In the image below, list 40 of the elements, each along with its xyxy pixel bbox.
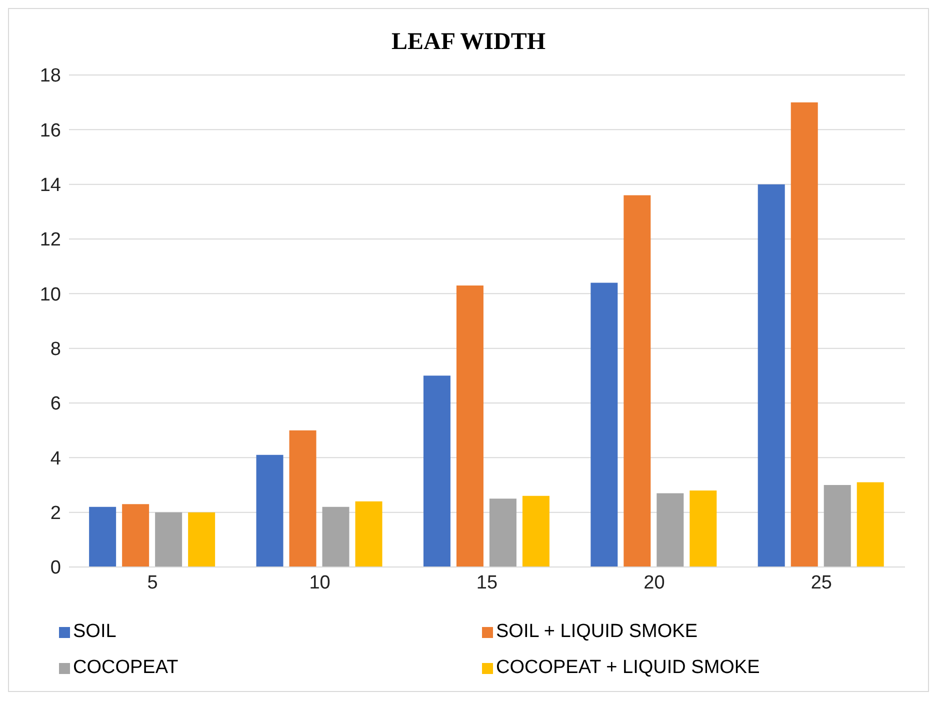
y-tick-label: 0 (50, 558, 61, 579)
bar (122, 504, 150, 567)
legend-label: SOIL + LIQUID SMOKE (496, 621, 698, 643)
bar (188, 512, 216, 567)
bar (590, 282, 618, 567)
bar (289, 430, 316, 567)
x-tick-label: 5 (147, 572, 158, 594)
bar (856, 482, 884, 567)
bar (256, 454, 284, 567)
bar (522, 496, 550, 567)
x-tick-label: 10 (309, 572, 330, 594)
chart-title: LEAF WIDTH (390, 28, 547, 57)
legend-label: COCOPEAT + LIQUID SMOKE (496, 657, 760, 679)
y-tick-label: 12 (40, 230, 61, 251)
y-tick-label: 2 (50, 503, 61, 524)
bar (355, 501, 382, 567)
bar (155, 512, 182, 567)
bar (758, 184, 785, 567)
bar (456, 285, 484, 567)
bar (690, 490, 717, 567)
bar (790, 102, 818, 567)
legend-label: COCOPEAT (73, 657, 178, 679)
x-tick-label: 15 (476, 572, 498, 594)
bar (322, 506, 350, 567)
y-tick-label: 8 (50, 339, 61, 360)
bar (656, 493, 684, 567)
y-tick-label: 18 (40, 66, 61, 87)
y-tick-label: 14 (40, 175, 62, 196)
y-tick-label: 4 (50, 448, 62, 470)
y-tick-label: 6 (50, 394, 61, 415)
x-tick-label: 25 (810, 572, 832, 594)
bar (624, 195, 651, 567)
bar (89, 506, 116, 567)
bar (489, 498, 516, 567)
y-tick-label: 10 (40, 284, 61, 306)
bar (423, 376, 450, 567)
legend-label: SOIL (73, 621, 116, 643)
x-tick-label: 20 (644, 572, 665, 594)
y-tick-label: 16 (40, 120, 61, 142)
bar (824, 485, 851, 567)
